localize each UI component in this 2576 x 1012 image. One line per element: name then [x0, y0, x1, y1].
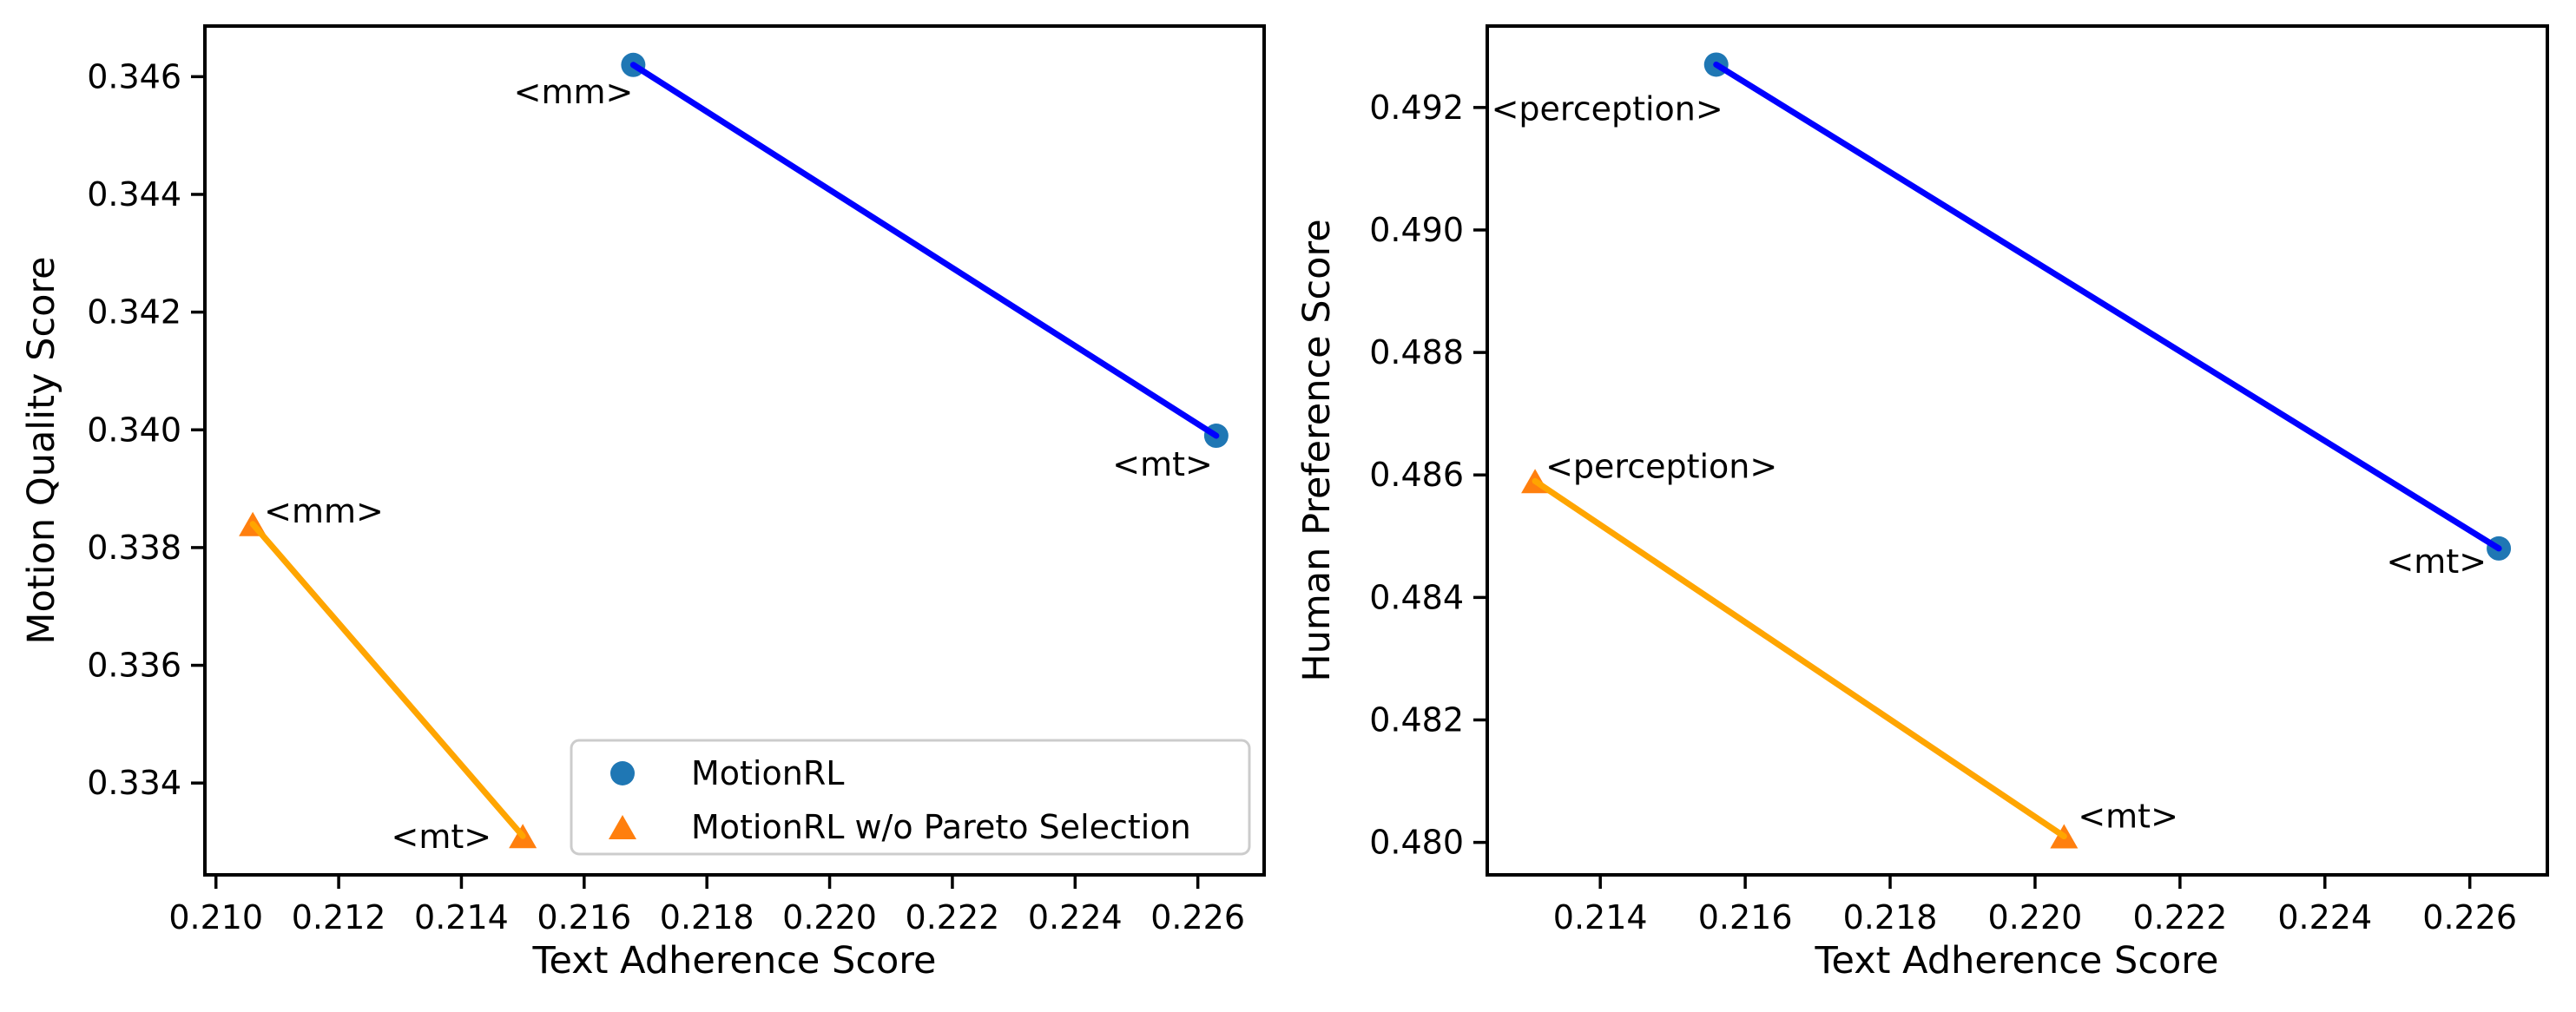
- series-motionrl-w-o-pareto-selection: <perception> <mt>: [1521, 447, 2178, 849]
- x-tick-label: 0.214: [1553, 898, 1648, 936]
- series-motionrl: <mm> <mt>: [514, 52, 1229, 483]
- y-tick-label: 0.486: [1369, 456, 1464, 494]
- series-line: [629, 62, 1220, 439]
- point-annotation: <mt>: [1112, 445, 1213, 483]
- y-tick-label: 0.340: [87, 411, 181, 449]
- x-tick-label: 0.218: [1843, 898, 1938, 936]
- panel-right: 0.214 0.216 0.218 0.220 0.222 0.224 0.226 0.480…: [1369, 24, 2549, 936]
- axes-spines: [203, 24, 1266, 877]
- y-tick-label: 0.346: [87, 57, 181, 95]
- right-y-axis-label: Human Preference Score: [1295, 219, 1339, 682]
- legend-box: [570, 739, 1251, 856]
- x-tick-label: 0.210: [168, 898, 263, 936]
- x-tick-label: 0.212: [292, 898, 386, 936]
- left-x-axis-label: Text Adherence Score: [532, 939, 937, 982]
- x-tick-label: 0.226: [2422, 898, 2517, 936]
- series-line: [249, 521, 526, 839]
- x-tick-label: 0.216: [1698, 898, 1793, 936]
- legend-marker-triangle: [609, 815, 636, 839]
- y-tick-label: 0.482: [1369, 700, 1464, 739]
- x-tick-label: 0.216: [537, 898, 631, 936]
- series-line: [1532, 477, 2067, 840]
- point-annotation: <mt>: [2386, 542, 2487, 581]
- panel-left: 0.210 0.212 0.214 0.216 0.218 0.220 0.222 0.224…: [87, 24, 1266, 936]
- legend-entry-label: MotionRL w/o Pareto Selection: [691, 808, 1191, 846]
- y-tick-label: 0.484: [1369, 578, 1464, 616]
- x-tick-label: 0.222: [906, 898, 1000, 936]
- legend-marker-circle: [610, 761, 635, 785]
- axes-spines: [1486, 24, 2549, 877]
- point-annotation: <mt>: [392, 818, 492, 856]
- series-line: [1713, 61, 2502, 552]
- x-tick-label: 0.214: [414, 898, 509, 936]
- legend-entry-label: MotionRL: [691, 754, 844, 792]
- y-tick-label: 0.344: [87, 175, 181, 214]
- point-annotation: <mt>: [2078, 798, 2178, 836]
- point-annotation: <mm>: [514, 73, 634, 111]
- y-tick-label: 0.480: [1369, 824, 1464, 862]
- legend: MotionRL MotionRL w/o Pareto Selection: [570, 739, 1251, 856]
- right-x-axis-label: Text Adherence Score: [1815, 939, 2219, 982]
- y-tick-label: 0.338: [87, 529, 181, 567]
- point-annotation: <perception>: [1492, 89, 1723, 128]
- x-tick-label: 0.226: [1150, 898, 1245, 936]
- series-motionrl: <perception> <mt>: [1492, 52, 2512, 581]
- x-tick-label: 0.220: [782, 898, 877, 936]
- y-tick-label: 0.490: [1369, 211, 1464, 249]
- y-tick-label: 0.334: [87, 764, 181, 802]
- y-tick-label: 0.342: [87, 293, 181, 332]
- left-y-axis-label: Motion Quality Score: [20, 256, 63, 645]
- point-annotation: <mm>: [264, 492, 384, 530]
- x-tick-label: 0.220: [1988, 898, 2083, 936]
- x-tick-label: 0.222: [2132, 898, 2227, 936]
- x-tick-label: 0.224: [1028, 898, 1123, 936]
- point-annotation: <perception>: [1545, 447, 1777, 485]
- y-tick-label: 0.336: [87, 647, 181, 685]
- series-motionrl-w-o-pareto-selection: <mm> <mt>: [239, 492, 537, 856]
- y-tick-label: 0.488: [1369, 333, 1464, 371]
- x-tick-label: 0.218: [660, 898, 754, 936]
- y-tick-label: 0.492: [1369, 89, 1464, 127]
- x-tick-label: 0.224: [2277, 898, 2372, 936]
